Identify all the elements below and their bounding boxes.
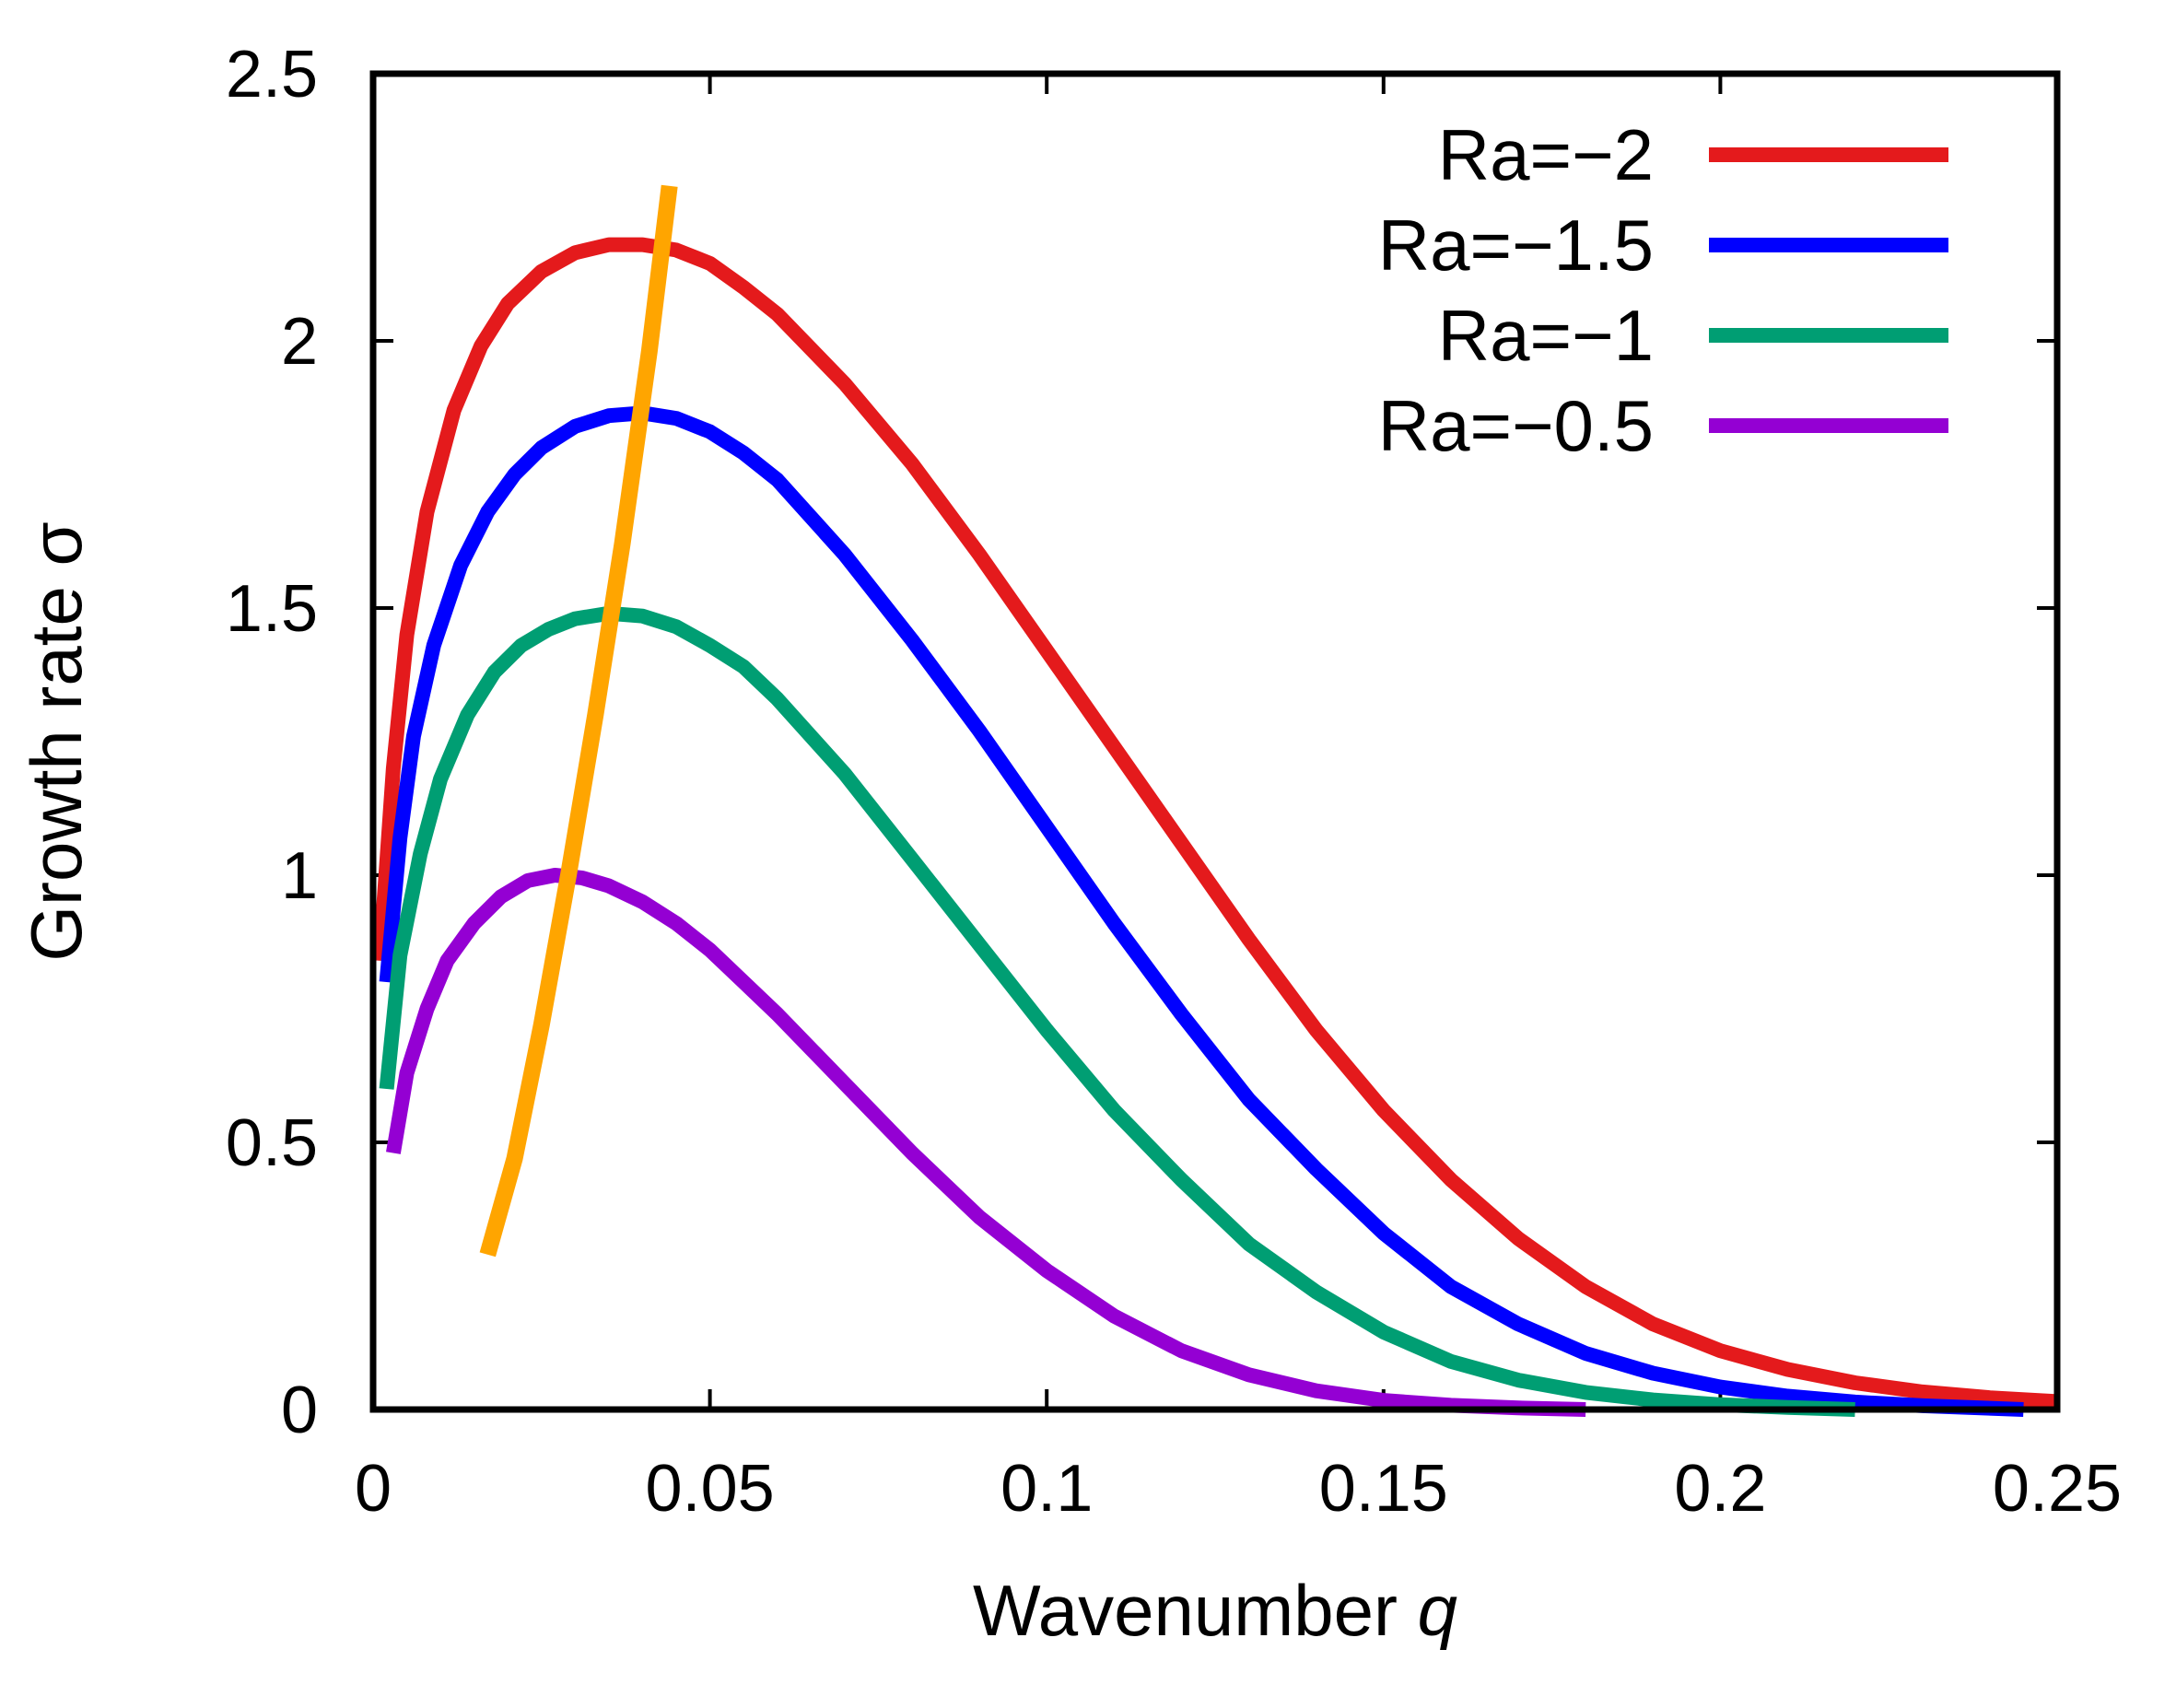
series-line-3 [379,605,1855,1417]
x-tick-labels: 0 0.05 0.1 0.15 0.2 0.25 [355,1452,2122,1526]
x-tick-label: 0.25 [1993,1452,2122,1526]
legend-label: Ra=−2 [1438,114,1654,195]
max-growth-line [479,184,678,1258]
series-line-4 [386,868,1586,1417]
y-tick-label: 1 [281,839,318,913]
y-tick-label: 0 [281,1374,318,1447]
legend-label: Ra=−1 [1438,295,1654,376]
data-series [372,184,2058,1417]
series-line-2 [379,405,2024,1417]
x-tick-label: 0.05 [646,1452,775,1526]
x-axis-title: Wavenumber q [973,1570,1457,1651]
y-axis-title: Growth rate σ [16,521,97,961]
y-tick-label: 2.5 [226,38,318,111]
x-tick-label: 0.1 [1000,1452,1093,1526]
x-tick-label: 0.2 [1674,1452,1766,1526]
legend-label: Ra=−0.5 [1378,385,1654,466]
legend-label: Ra=−1.5 [1378,205,1654,286]
x-tick-label: 0 [355,1452,392,1526]
legend: Ra=−2 Ra=−1.5 Ra=−1 Ra=−0.5 [1378,114,1948,466]
y-tick-label: 0.5 [226,1106,318,1180]
x-tick-label: 0.15 [1319,1452,1448,1526]
y-tick-label: 2 [281,305,318,379]
series-line-1 [372,237,2058,1410]
plot-frame [369,70,2061,1413]
y-tick-label: 1.5 [226,572,318,646]
y-tick-labels: 0 0.5 1 1.5 2 2.5 [226,38,318,1447]
